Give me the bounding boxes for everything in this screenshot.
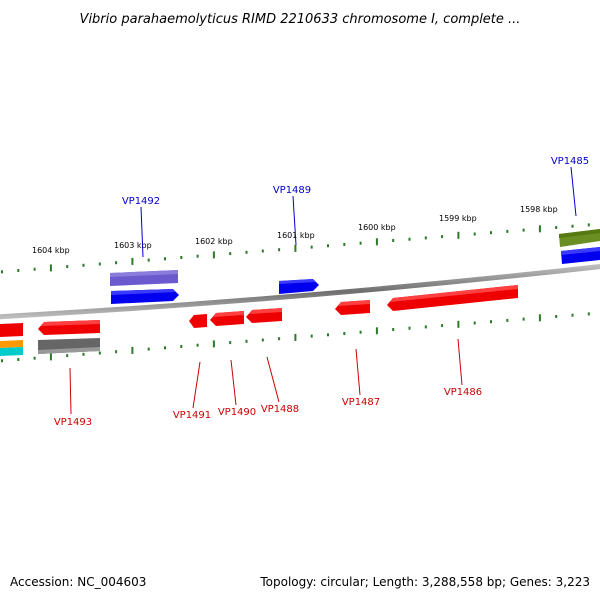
gene-edge-orange[interactable]	[0, 340, 23, 348]
leader-vp1490	[230, 359, 237, 406]
tick-label-1598: 1598 kbp	[520, 205, 558, 214]
gene-vp1485-feature-top	[559, 229, 600, 238]
gene-vp1488-shine	[249, 308, 282, 314]
leader-vp1492	[140, 206, 144, 258]
tick-label-1600: 1600 kbp	[358, 223, 396, 232]
gene-vp1485-shine	[561, 247, 600, 255]
leader-vp1488	[266, 356, 280, 403]
gene-vp1489-shine	[279, 279, 316, 284]
forward-scale	[1, 223, 590, 274]
gene-edge-red[interactable]	[0, 323, 23, 337]
leader-vp1487	[355, 348, 361, 396]
reverse-genes	[0, 285, 518, 356]
tick-label-1604: 1604 kbp	[32, 246, 70, 255]
label-vp1487[interactable]: VP1487	[342, 397, 380, 408]
label-vp1489[interactable]: VP1489	[273, 185, 311, 196]
label-vp1491[interactable]: VP1491	[173, 410, 211, 421]
tick-label-1602: 1602 kbp	[195, 237, 233, 246]
gene-vp1492-feature-top	[110, 270, 178, 277]
tick-label-1599: 1599 kbp	[439, 214, 477, 223]
leader-vp1485	[570, 166, 577, 217]
map-title: Vibrio parahaemolyticus RIMD 2210633 chr…	[80, 12, 521, 27]
reverse-scale	[1, 312, 590, 363]
gene-edge-cyan[interactable]	[0, 347, 23, 356]
gene-vp1487-shine	[338, 300, 370, 306]
label-vp1490[interactable]: VP1490	[218, 407, 256, 418]
leader-vp1489	[292, 195, 297, 246]
forward-genes	[110, 229, 600, 304]
label-vp1493[interactable]: VP1493	[54, 417, 92, 428]
gene-vp1492-shine	[111, 289, 176, 295]
gene-vp1493-shine	[41, 320, 100, 326]
label-vp1485[interactable]: VP1485	[551, 156, 589, 167]
reverse-gene-labels: VP1493 VP1491 VP1490 VP1488 VP1487 VP148…	[54, 387, 482, 428]
summary-text: Topology: circular; Length: 3,288,558 bp…	[259, 575, 590, 589]
chromosome-backbone	[0, 264, 600, 320]
accession-text: Accession: NC_004603	[10, 575, 146, 589]
tick-label-1603: 1603 kbp	[114, 241, 152, 250]
gene-vp1491[interactable]	[189, 314, 207, 328]
leader-vp1493	[69, 367, 72, 415]
label-vp1486[interactable]: VP1486	[444, 387, 482, 398]
gene-vp1493-feature-shine	[38, 347, 100, 354]
gene-vp1486-shine	[390, 285, 518, 302]
label-vp1488[interactable]: VP1488	[261, 404, 299, 415]
forward-gene-labels: VP1492 VP1489 VP1485	[122, 156, 589, 207]
leader-lines	[69, 166, 577, 415]
gene-vp1490-shine	[213, 311, 244, 317]
label-vp1492[interactable]: VP1492	[122, 196, 160, 207]
leader-vp1491	[192, 361, 201, 409]
leader-vp1486	[457, 338, 463, 386]
